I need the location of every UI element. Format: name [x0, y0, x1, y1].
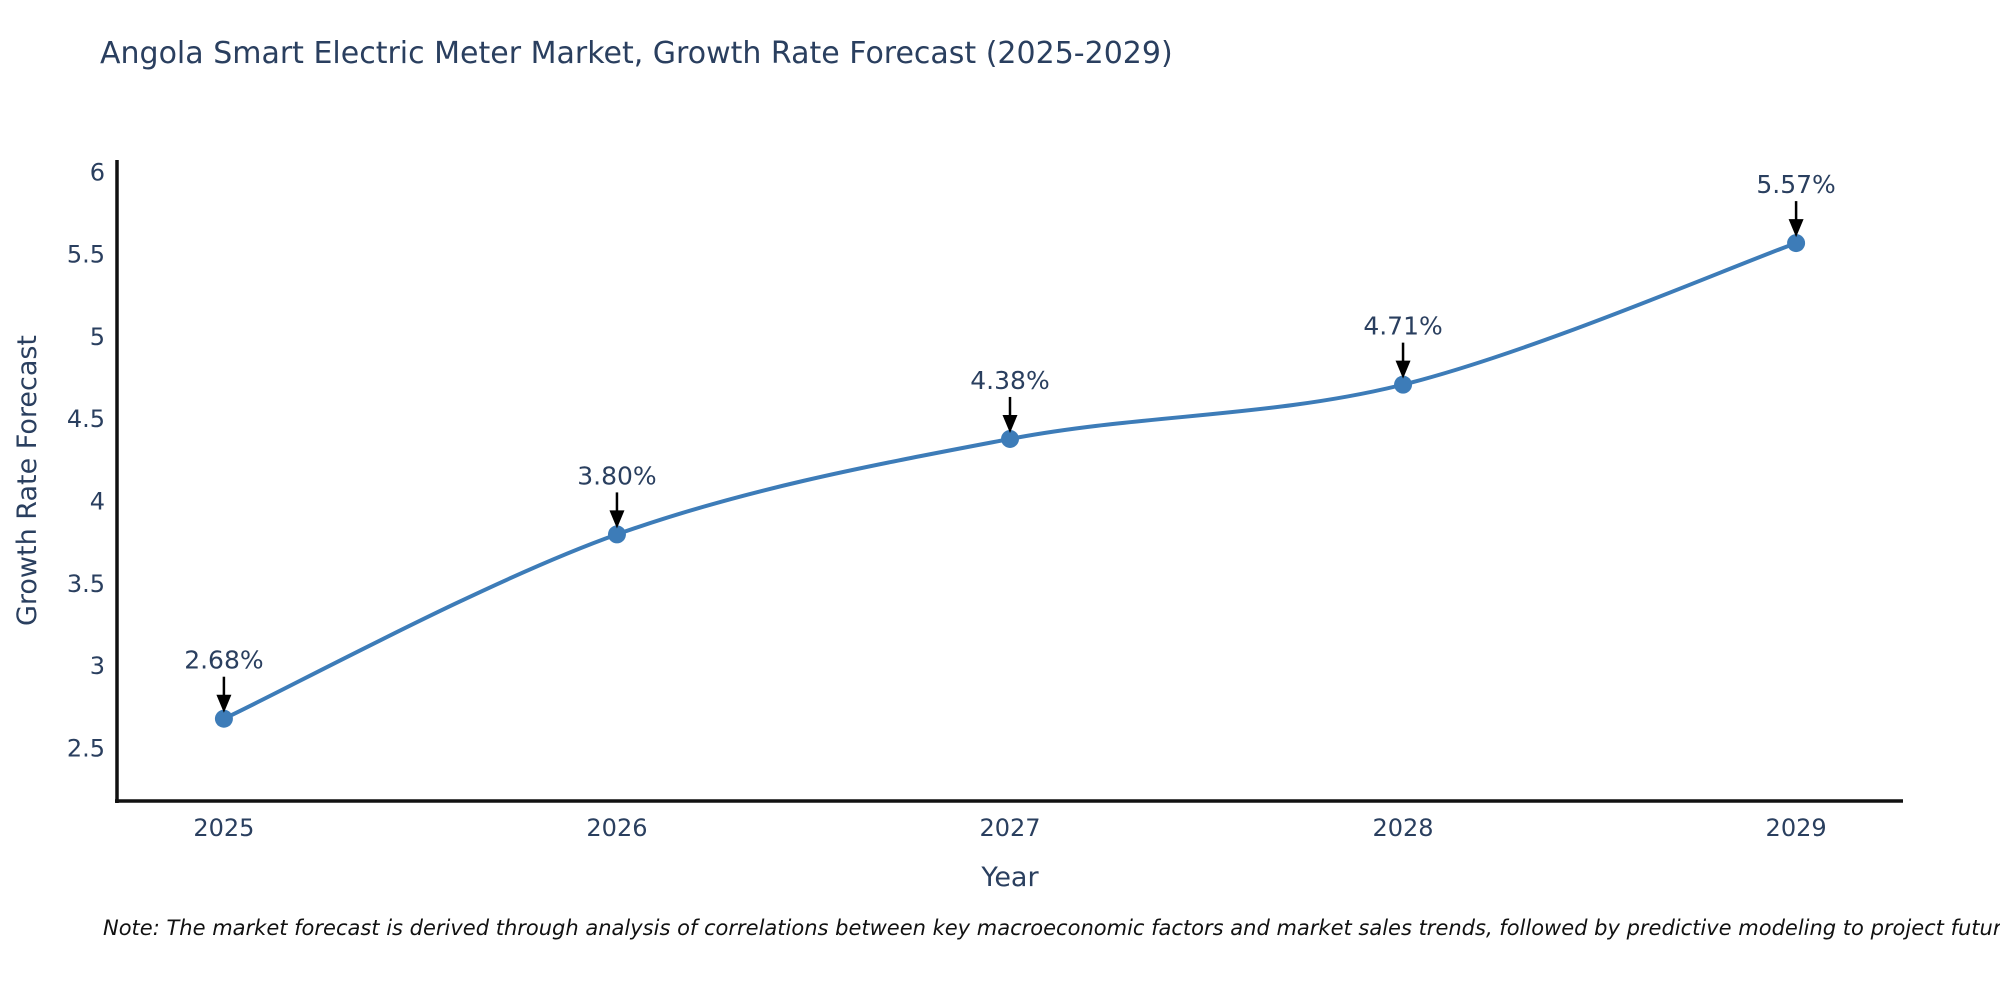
y-tick-label: 3.5 [67, 570, 105, 598]
data-point [1394, 375, 1413, 394]
x-tick-label: 2025 [193, 814, 254, 842]
series-line [221, 241, 1799, 721]
x-tick-label: 2028 [1373, 814, 1434, 842]
annotation-label: 2.68% [184, 646, 263, 675]
annotation-arrowhead [1395, 360, 1411, 379]
annotation-arrowhead [609, 510, 625, 529]
data-point [214, 709, 233, 728]
x-tick-label: 2029 [1766, 814, 1827, 842]
x-axis-title: Year [980, 862, 1039, 893]
data-point [1787, 234, 1806, 253]
annotation-arrowhead [1788, 219, 1804, 238]
y-tick-label: 3 [90, 652, 105, 680]
annotation-label: 5.57% [1756, 170, 1835, 199]
y-tick-label: 2.5 [67, 734, 105, 762]
annotation-label: 3.80% [577, 461, 656, 490]
y-axis-title: Growth Rate Forecast [12, 335, 43, 626]
y-tick-label: 5 [90, 323, 105, 351]
y-tick-label: 6 [90, 158, 105, 186]
annotation-label: 4.38% [970, 366, 1049, 395]
annotation-label: 4.71% [1363, 312, 1442, 341]
y-tick-label: 4 [90, 487, 105, 515]
y-tick-label: 5.5 [67, 241, 105, 269]
annotation-arrowhead [216, 694, 232, 713]
x-tick-label: 2026 [586, 814, 647, 842]
footnote: Note: The market forecast is derived thr… [103, 916, 2000, 940]
x-tick-label: 2027 [979, 814, 1040, 842]
data-point [1001, 429, 1019, 448]
data-point [607, 525, 626, 544]
y-tick-label: 4.5 [67, 405, 105, 433]
chart-title: Angola Smart Electric Meter Market, Grow… [100, 36, 1173, 71]
annotation-arrowhead [1002, 414, 1018, 433]
